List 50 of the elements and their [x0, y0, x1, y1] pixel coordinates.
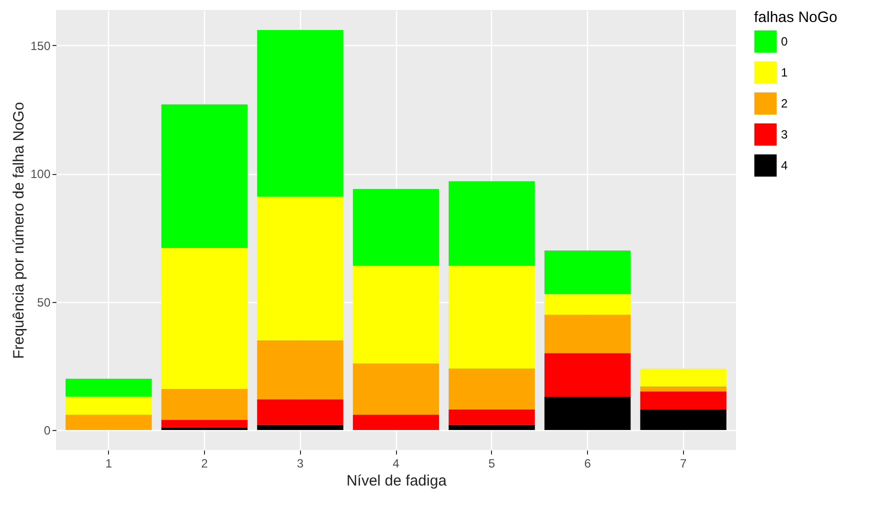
- bar: [448, 266, 535, 368]
- bar: [448, 181, 535, 266]
- bar: [161, 104, 248, 248]
- x-tick-label: 6: [584, 456, 592, 470]
- bar: [257, 30, 344, 197]
- legend-title: falhas NoGo: [754, 9, 838, 26]
- legend-label: 0: [781, 34, 788, 48]
- bar: [352, 266, 440, 364]
- bar: [544, 353, 631, 397]
- x-tick-label: 7: [680, 456, 687, 470]
- bar: [161, 248, 248, 389]
- bar: [640, 409, 726, 430]
- y-tick-label: 50: [37, 295, 51, 310]
- bar: [352, 414, 440, 430]
- bar: [257, 399, 344, 425]
- bar: [448, 424, 535, 430]
- x-tick-label: 3: [296, 456, 304, 470]
- y-axis-title: Frequência por número de falha NoGo: [10, 102, 28, 359]
- bar: [257, 424, 344, 430]
- bar: [544, 314, 631, 354]
- bar: [161, 427, 248, 430]
- bar: [257, 340, 344, 400]
- x-tick-label: 5: [488, 456, 496, 470]
- bar: [257, 196, 344, 340]
- bar: [352, 363, 440, 415]
- bar: [640, 392, 726, 410]
- x-axis-title: Nível de fadiga: [346, 472, 448, 490]
- legend-label: 1: [781, 66, 788, 80]
- bar: [544, 250, 631, 294]
- y-tick-label: 150: [30, 38, 51, 53]
- bar: [640, 386, 726, 392]
- bar: [448, 368, 535, 410]
- y-tick-label: 0: [44, 424, 51, 438]
- x-tick-label: 1: [105, 456, 112, 470]
- x-tick-label: 2: [201, 456, 208, 470]
- bar: [66, 396, 152, 415]
- bar: [448, 409, 535, 425]
- y-tick-label: 100: [30, 167, 51, 182]
- bar: [66, 414, 152, 430]
- bar: [66, 378, 152, 397]
- bar: [161, 420, 248, 428]
- bar: [544, 294, 631, 315]
- legend-label: 2: [781, 96, 788, 110]
- legend-label: 3: [781, 128, 788, 142]
- bar: [161, 388, 248, 420]
- x-tick-label: 4: [392, 456, 400, 470]
- legend-label: 4: [781, 158, 788, 172]
- bar: [352, 188, 440, 266]
- bar: [640, 368, 726, 386]
- bar: [544, 396, 631, 430]
